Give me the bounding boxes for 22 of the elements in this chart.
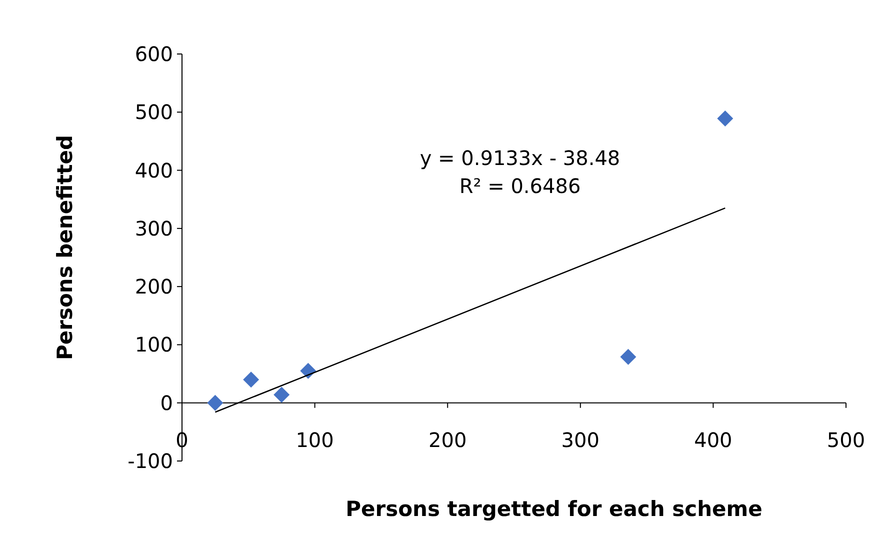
y-tick-label: 200 — [134, 274, 173, 299]
x-tick-label: 200 — [428, 428, 467, 452]
point — [274, 386, 290, 403]
x-tick-label: 400 — [694, 428, 732, 452]
x-tick-label: 500 — [826, 428, 866, 452]
y-tick-label: 100 — [134, 332, 173, 357]
point — [620, 348, 636, 365]
y-tick-label: 500 — [134, 100, 173, 124]
annotation: R² = 0.6486 — [459, 174, 581, 198]
x-tick-label: 300 — [561, 428, 600, 452]
point — [207, 394, 224, 411]
y-tick-label: 600 — [134, 42, 173, 66]
x-tick-label: 100 — [296, 428, 334, 452]
y-tick-label: 400 — [134, 158, 173, 182]
y-axis-title: Persons benefitted — [53, 134, 77, 360]
point — [717, 110, 734, 127]
point — [243, 372, 260, 388]
annotation: y = 0.9133x - 38.48 — [420, 146, 620, 170]
y-tick-label: 300 — [134, 216, 173, 240]
x-axis-title: Persons targetted for each scheme — [346, 497, 762, 521]
y-tick-label: 0 — [160, 390, 173, 415]
y-tick-label: -100 — [128, 449, 173, 473]
